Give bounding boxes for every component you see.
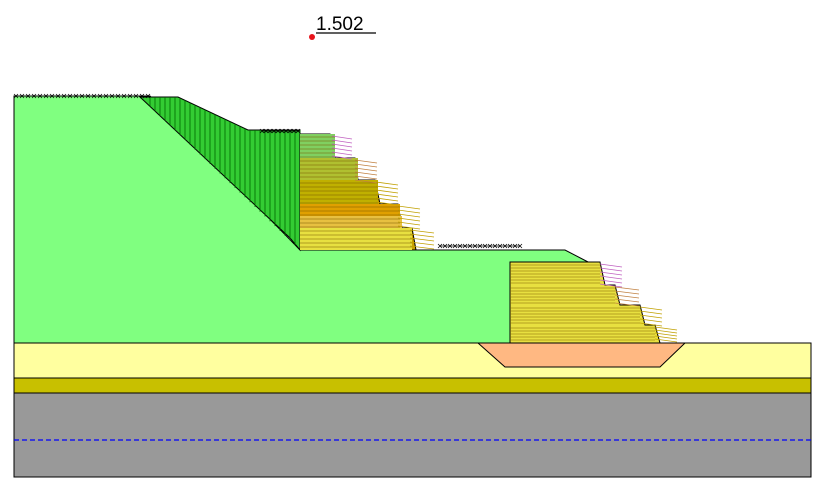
upper-anchor-lines (149, 97, 301, 250)
sand-layer (13, 342, 812, 379)
foundation-pad (476, 342, 687, 368)
geogrid-tails (331, 135, 678, 343)
surface-load-markers (13, 93, 523, 249)
upper-reinforced-wall (299, 133, 417, 251)
lower-reinforced-wall (509, 261, 661, 344)
factor-of-safety-label: 1.502 (316, 14, 364, 35)
slip-center-marker (309, 34, 315, 40)
olive-layer (13, 377, 812, 394)
rock-layer (13, 392, 812, 478)
